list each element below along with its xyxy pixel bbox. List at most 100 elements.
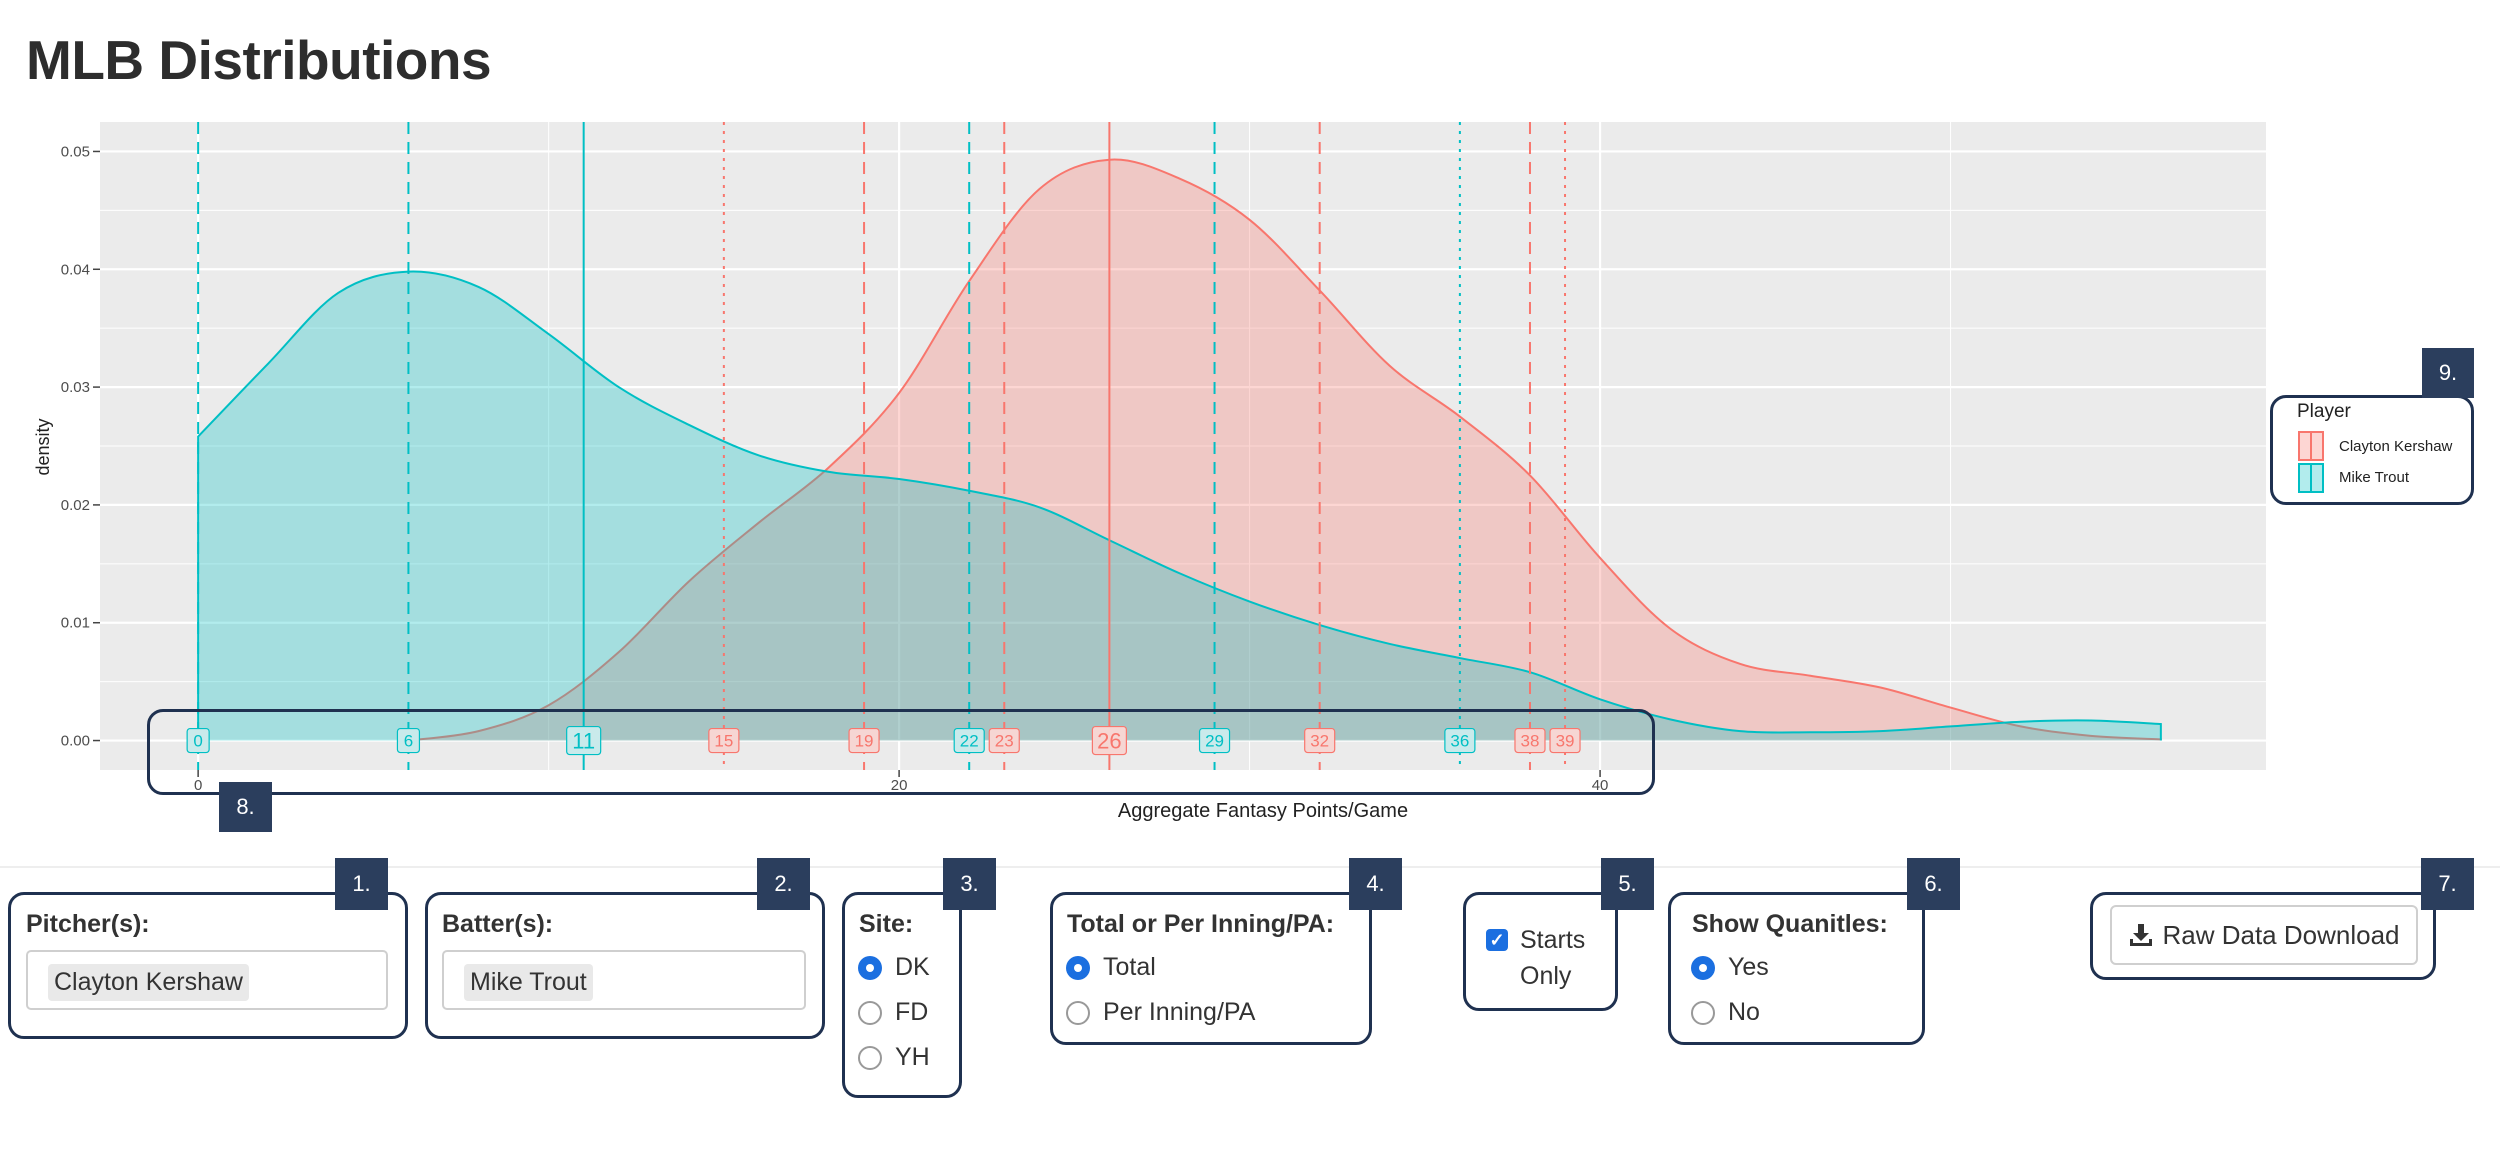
quantile-label: 39 bbox=[1549, 727, 1581, 754]
density-line-1 bbox=[197, 270, 2162, 741]
quantile-label: 22 bbox=[953, 727, 985, 754]
quantile-label-box bbox=[1198, 727, 1231, 754]
y-axis-label: density bbox=[33, 418, 53, 475]
quantile-label: 15 bbox=[708, 727, 740, 754]
total-radio-per-inning[interactable] bbox=[1066, 1001, 1090, 1025]
y-tick-label: 0.05 bbox=[61, 143, 90, 160]
quantile-label-text: 22 bbox=[960, 732, 979, 751]
x-tick-label: 20 bbox=[891, 777, 908, 794]
badge-6: 6. bbox=[1907, 858, 1960, 910]
quantile-label-text: 19 bbox=[855, 732, 874, 751]
quantile-label-box bbox=[396, 727, 421, 754]
quantiles-radio-yes[interactable] bbox=[1691, 956, 1715, 980]
x-tick-label: 40 bbox=[1592, 777, 1609, 794]
badge-4: 4. bbox=[1349, 858, 1402, 910]
quantile-label-box bbox=[1549, 727, 1581, 754]
quantile-label-text: 29 bbox=[1205, 732, 1224, 751]
quantiles-option-yes[interactable]: Yes bbox=[1728, 953, 1769, 981]
y-tick-label: 0.02 bbox=[61, 497, 90, 514]
divider bbox=[0, 866, 2500, 868]
pitcher-selected-chip[interactable]: Clayton Kershaw bbox=[48, 964, 249, 1001]
y-tick-label: 0.03 bbox=[61, 379, 90, 396]
badge-9: 9. bbox=[2422, 348, 2474, 398]
batter-selected-chip[interactable]: Mike Trout bbox=[464, 964, 593, 1001]
quantile-label: 6 bbox=[396, 727, 421, 754]
site-option-fd[interactable]: FD bbox=[895, 998, 929, 1026]
quantile-label-panel bbox=[147, 709, 1655, 795]
quantile-label-text: 23 bbox=[995, 732, 1014, 751]
quantile-label: 38 bbox=[1514, 727, 1546, 754]
density-line-0 bbox=[408, 158, 2162, 742]
starts-only-checkbox[interactable]: ✓ bbox=[1486, 929, 1508, 951]
y-tick-label: 0.00 bbox=[61, 733, 90, 750]
pitcher-label: Pitcher(s): bbox=[26, 910, 150, 938]
quantile-label: 29 bbox=[1198, 727, 1231, 754]
y-tick-label: 0.04 bbox=[61, 261, 90, 278]
quantile-label-box bbox=[988, 727, 1020, 754]
badge-3: 3. bbox=[943, 858, 996, 910]
quantile-label-text: 38 bbox=[1521, 732, 1540, 751]
quantile-label: 19 bbox=[848, 727, 880, 754]
quantile-label-text: 11 bbox=[572, 729, 595, 754]
quantiles-radio-no[interactable] bbox=[1691, 1001, 1715, 1025]
site-radio-fd[interactable] bbox=[858, 1001, 882, 1025]
page-title: MLB Distributions bbox=[26, 29, 492, 91]
badge-1: 1. bbox=[335, 858, 388, 910]
quantile-label: 23 bbox=[988, 727, 1020, 754]
total-panel bbox=[1050, 892, 1372, 1045]
density-area-0 bbox=[408, 159, 2161, 741]
legend-label-trout: Mike Trout bbox=[2339, 469, 2410, 486]
starts-only-label-line1[interactable]: Starts bbox=[1520, 926, 1586, 954]
raw-data-download-label: Raw Data Download bbox=[2162, 919, 2400, 950]
download-icon bbox=[2130, 924, 2153, 946]
total-option-total[interactable]: Total bbox=[1103, 953, 1156, 981]
quantile-label-text: 0 bbox=[193, 732, 202, 751]
site-radio-yh[interactable] bbox=[858, 1046, 882, 1070]
quantile-label-box bbox=[1304, 727, 1336, 754]
quantile-label-box bbox=[708, 727, 740, 754]
quantile-label: 26 bbox=[1091, 725, 1127, 756]
site-option-dk[interactable]: DK bbox=[895, 953, 930, 981]
batter-label: Batter(s): bbox=[442, 910, 554, 938]
badge-7: 7. bbox=[2421, 858, 2474, 910]
quantile-label-text: 36 bbox=[1450, 732, 1469, 751]
quantile-label-text: 32 bbox=[1310, 732, 1329, 751]
quantile-label: 11 bbox=[566, 725, 602, 756]
legend-label-kershaw: Clayton Kershaw bbox=[2339, 438, 2453, 455]
quantiles-option-no[interactable]: No bbox=[1728, 998, 1760, 1026]
quantile-label-text: 6 bbox=[404, 732, 413, 751]
legend-key-kershaw bbox=[2298, 431, 2324, 461]
quantile-label: 32 bbox=[1304, 727, 1336, 754]
legend-key-trout bbox=[2298, 463, 2324, 493]
total-radio-total[interactable] bbox=[1066, 956, 1090, 980]
total-label: Total or Per Inning/PA: bbox=[1067, 910, 1335, 938]
badge-8: 8. bbox=[219, 782, 272, 832]
badge-5: 5. bbox=[1601, 858, 1654, 910]
quantile-label-box bbox=[1091, 725, 1127, 756]
quantile-label-box bbox=[186, 727, 210, 754]
starts-only-label-line2[interactable]: Only bbox=[1520, 962, 1572, 990]
density-plot: 0.00 0.01 0.02 0.03 0.04 0.05 0 20 40 Aggregate F… bbox=[33, 122, 2266, 822]
quantile-label-text: 39 bbox=[1556, 732, 1575, 751]
batter-select[interactable]: Mike Trout bbox=[442, 950, 806, 1010]
starts-panel bbox=[1463, 892, 1618, 1011]
quantile-label-box bbox=[1514, 727, 1546, 754]
legend-panel: Player Clayton Kershaw Mike Trout bbox=[2270, 395, 2474, 505]
quantiles-label: Show Quanitles: bbox=[1692, 910, 1888, 938]
quantile-label-text: 26 bbox=[1097, 729, 1121, 754]
quantile-label-text: 15 bbox=[714, 732, 733, 751]
raw-data-download-button[interactable]: Raw Data Download bbox=[2110, 905, 2418, 965]
y-tick-label: 0.01 bbox=[61, 615, 90, 632]
quantile-label-box bbox=[566, 725, 602, 756]
pitcher-select[interactable]: Clayton Kershaw bbox=[26, 950, 388, 1010]
density-area-1 bbox=[198, 271, 2161, 741]
quantile-label-box bbox=[848, 727, 880, 754]
quantile-label-box bbox=[1444, 727, 1476, 754]
site-radio-dk[interactable] bbox=[858, 956, 882, 980]
x-tick-label: 0 bbox=[194, 777, 202, 794]
quantile-label: 36 bbox=[1444, 727, 1476, 754]
site-option-yh[interactable]: YH bbox=[895, 1043, 930, 1071]
x-axis-label: Aggregate Fantasy Points/Game bbox=[1118, 800, 1408, 822]
total-option-per-inning[interactable]: Per Inning/PA bbox=[1103, 998, 1256, 1026]
quantile-label-box bbox=[953, 727, 985, 754]
